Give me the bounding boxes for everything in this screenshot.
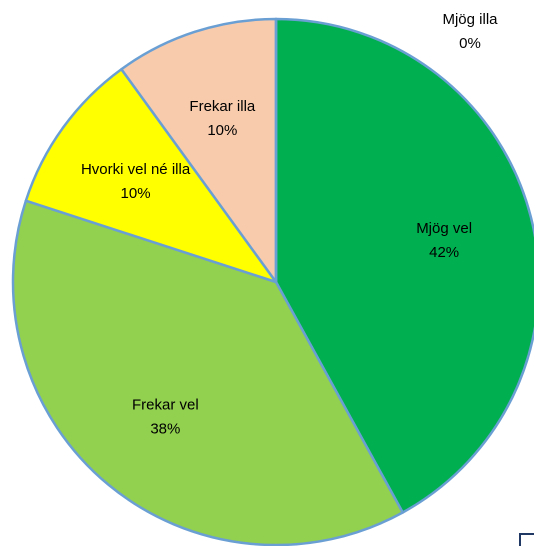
slice-value-label: 10%: [207, 122, 237, 139]
slice-label: Mjög illa: [442, 11, 498, 28]
slice-label: Hvorki vel né illa: [81, 161, 191, 178]
pie-slice: [274, 17, 534, 514]
slice-value-label: 10%: [121, 185, 151, 202]
pie-slice: [24, 67, 278, 284]
pie-slice: [11, 199, 404, 546]
slice-label: Mjög vel: [416, 220, 472, 237]
slice-value-label: 42%: [429, 244, 459, 261]
slice-value-label: 0%: [459, 35, 481, 52]
slice-value-label: 38%: [150, 421, 180, 438]
frame-corner: [519, 533, 534, 546]
slice-label: Frekar vel: [132, 397, 199, 414]
slice-label: Frekar illa: [189, 98, 256, 115]
pie-slice: [120, 17, 278, 284]
